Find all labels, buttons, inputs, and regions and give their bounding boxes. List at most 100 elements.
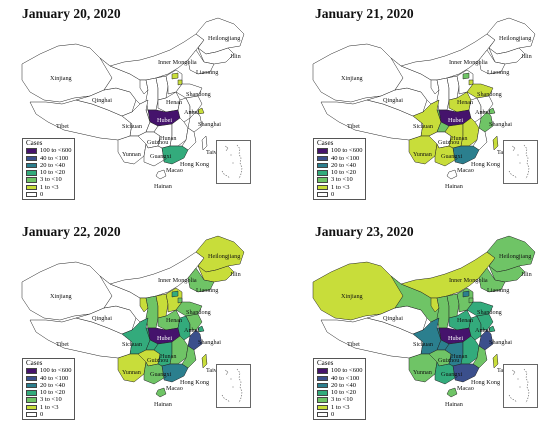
label-tibet: Tibet bbox=[56, 123, 69, 130]
label-guangxi: Guangxi bbox=[150, 371, 172, 378]
legend-swatch bbox=[317, 397, 328, 403]
province-liaoning bbox=[478, 267, 506, 293]
legend-swatch bbox=[26, 170, 37, 176]
legend: Cases 100 to <600 40 to <100 20 to <40 10 t… bbox=[313, 138, 367, 201]
china-province-map bbox=[312, 235, 536, 398]
legend-label: 3 to <10 bbox=[40, 396, 62, 404]
label-xinjiang: Xinjiang bbox=[50, 75, 72, 82]
label-liaoning: Liaoning bbox=[487, 69, 510, 76]
province-yunnan bbox=[408, 135, 438, 165]
province-shanxi bbox=[446, 75, 460, 101]
province-guangdong bbox=[452, 145, 480, 165]
label-jilin: Jilin bbox=[230, 271, 241, 278]
legend-item: 20 to <40 bbox=[26, 382, 71, 389]
label-anhui: Anhui bbox=[475, 327, 491, 334]
label-xinjiang: Xinjiang bbox=[50, 293, 72, 300]
legend-label: 10 to <20 bbox=[331, 169, 356, 177]
legend-swatch bbox=[317, 192, 328, 198]
legend-swatch bbox=[26, 390, 37, 396]
province-tianjin bbox=[468, 79, 474, 86]
label-hong-kong: Hong Kong bbox=[180, 161, 210, 168]
province-tianjin bbox=[177, 79, 183, 86]
province-hainan bbox=[155, 169, 167, 180]
province-shaanxi bbox=[436, 295, 450, 329]
label-shandong: Shandong bbox=[186, 91, 211, 98]
legend-swatch bbox=[26, 382, 37, 389]
legend-label: 40 to <100 bbox=[40, 374, 69, 382]
legend-swatch bbox=[317, 184, 328, 191]
legend-swatch bbox=[26, 184, 37, 191]
legend-swatch bbox=[26, 375, 37, 381]
legend-swatch bbox=[317, 148, 328, 154]
legend-swatch bbox=[317, 155, 328, 161]
legend-label: 20 to <40 bbox=[331, 381, 356, 389]
province-liaoning bbox=[478, 49, 506, 75]
legend-label: 10 to <20 bbox=[40, 389, 65, 397]
legend-item: 0 bbox=[26, 411, 71, 418]
legend-label: 0 bbox=[331, 411, 335, 419]
label-inner-mongolia: Inner Mongolia bbox=[449, 277, 488, 284]
map-panel-jan22: January 22, 2020 Heilongjiang Jilin Liaoni… bbox=[0, 218, 275, 436]
legend-swatch bbox=[26, 177, 37, 183]
label-guizhou: Guizhou bbox=[147, 139, 169, 146]
label-sichuan: Sichuan bbox=[122, 341, 142, 348]
label-henan: Henan bbox=[166, 99, 183, 106]
legend-item: 0 bbox=[26, 191, 71, 198]
province-guangdong bbox=[161, 363, 189, 383]
label-anhui: Anhui bbox=[184, 327, 200, 334]
label-xinjiang: Xinjiang bbox=[341, 75, 363, 82]
legend-swatch bbox=[317, 412, 328, 418]
label-inner-mongolia: Inner Mongolia bbox=[449, 59, 488, 66]
province-shanxi bbox=[155, 293, 169, 319]
legend-item: 10 to <20 bbox=[26, 389, 71, 396]
province-liaoning bbox=[187, 267, 215, 293]
label-hong-kong: Hong Kong bbox=[180, 379, 210, 386]
province-shanxi bbox=[155, 75, 169, 101]
legend-swatch bbox=[317, 177, 328, 183]
legend-swatch bbox=[26, 155, 37, 161]
south-china-sea-inset bbox=[216, 364, 251, 408]
province-guangdong bbox=[161, 145, 189, 165]
label-tibet: Tibet bbox=[347, 123, 360, 130]
label-hainan: Hainan bbox=[154, 401, 172, 408]
legend-item: 1 to <3 bbox=[26, 404, 71, 411]
label-taiwan: Taiwan bbox=[206, 367, 224, 374]
province-beijing bbox=[462, 290, 470, 298]
label-sichuan: Sichuan bbox=[122, 123, 142, 130]
map-date-title: January 23, 2020 bbox=[315, 224, 414, 239]
label-hubei: Hubei bbox=[157, 117, 173, 124]
label-guangxi: Guangxi bbox=[150, 153, 172, 160]
province-beijing bbox=[462, 72, 470, 80]
province-shaanxi bbox=[436, 77, 450, 111]
legend-label: 40 to <100 bbox=[331, 154, 360, 162]
label-shanghai: Shanghai bbox=[489, 339, 513, 346]
legend: Cases 100 to <600 40 to <100 20 to <40 10 t… bbox=[22, 138, 76, 201]
label-yunnan: Yunnan bbox=[122, 151, 141, 158]
label-yunnan: Yunnan bbox=[413, 151, 432, 158]
province-tianjin bbox=[468, 297, 474, 304]
legend-item: 100 to <600 bbox=[26, 147, 71, 154]
legend-item: 1 to <3 bbox=[317, 184, 362, 191]
legend-label: 100 to <600 bbox=[331, 367, 363, 375]
province-taiwan bbox=[492, 353, 499, 369]
label-hong-kong: Hong Kong bbox=[471, 379, 501, 386]
label-macao: Macao bbox=[457, 167, 474, 174]
province-taiwan bbox=[201, 353, 208, 369]
legend: Cases 100 to <600 40 to <100 20 to <40 10 t… bbox=[313, 358, 367, 421]
legend-label: 0 bbox=[331, 191, 335, 199]
legend-swatch bbox=[26, 162, 37, 169]
legend-swatch bbox=[317, 368, 328, 374]
province-heilongjiang bbox=[195, 17, 245, 55]
label-guangxi: Guangxi bbox=[441, 371, 463, 378]
legend-label: 20 to <40 bbox=[331, 161, 356, 169]
legend-title: Cases bbox=[317, 139, 334, 147]
label-shanghai: Shanghai bbox=[489, 121, 513, 128]
label-heilongjiang: Heilongjiang bbox=[499, 253, 532, 260]
label-hubei: Hubei bbox=[448, 117, 464, 124]
province-ningxia bbox=[430, 79, 440, 95]
legend-swatch bbox=[26, 368, 37, 374]
legend-item: 40 to <100 bbox=[26, 155, 71, 162]
map-date-title: January 20, 2020 bbox=[22, 6, 121, 21]
label-guizhou: Guizhou bbox=[438, 357, 460, 364]
legend-item: 3 to <10 bbox=[26, 176, 71, 183]
